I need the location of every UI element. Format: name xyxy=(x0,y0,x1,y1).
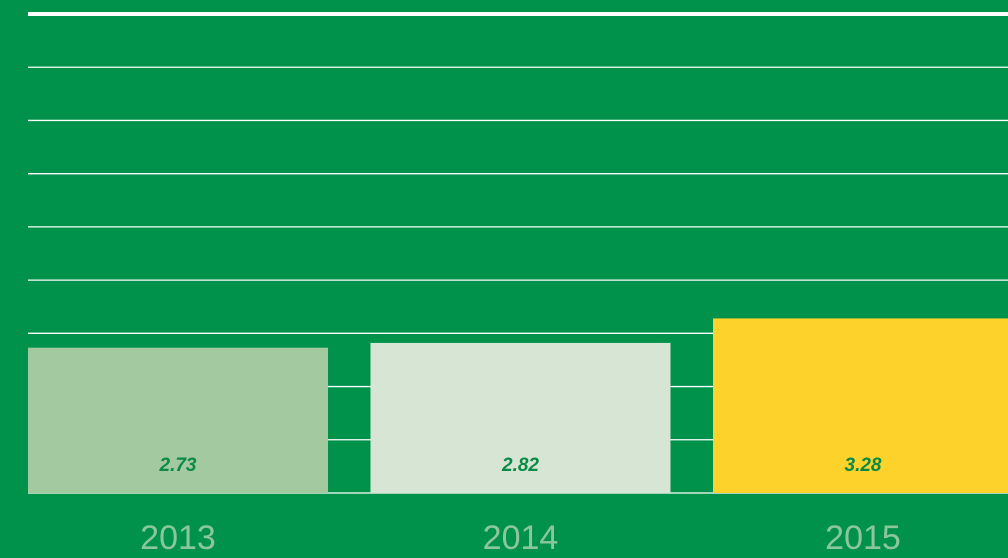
value-label: 2.82 xyxy=(501,455,539,476)
value-label: 3.28 xyxy=(845,455,882,476)
bar xyxy=(713,318,1008,493)
x-tick-label: 2013 xyxy=(140,519,216,557)
bar xyxy=(370,342,671,493)
value-label: 2.73 xyxy=(159,455,197,476)
x-tick-label: 2015 xyxy=(825,519,901,557)
bar xyxy=(28,347,328,493)
x-tick-label: 2014 xyxy=(483,519,559,557)
